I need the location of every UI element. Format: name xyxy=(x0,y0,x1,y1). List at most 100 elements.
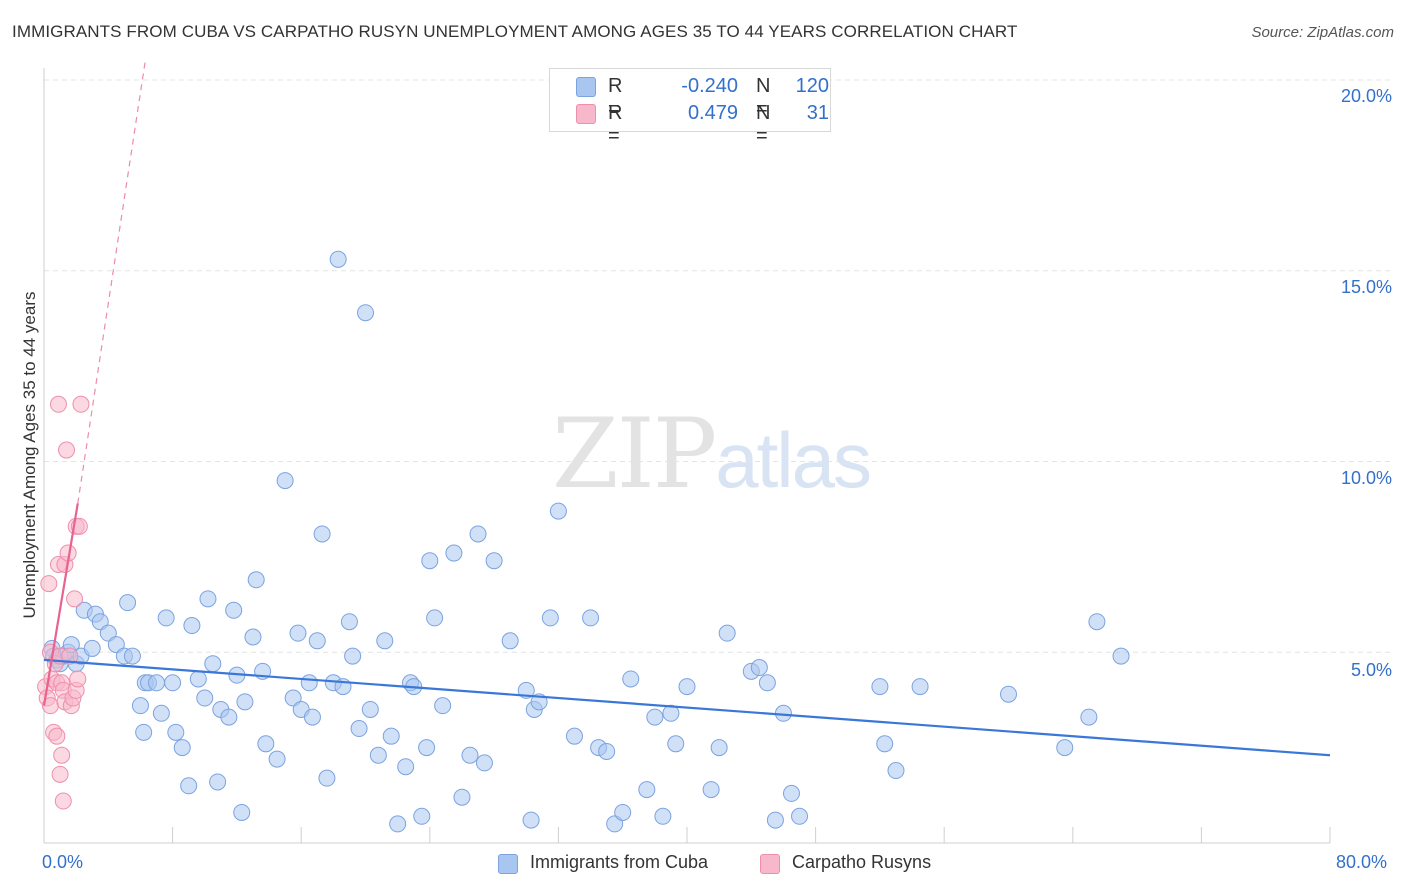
data-point-cuba xyxy=(376,632,394,650)
data-point-cuba xyxy=(397,758,415,776)
data-point-rusyn xyxy=(66,590,84,608)
data-point-rusyn xyxy=(69,670,87,688)
data-point-cuba xyxy=(1088,613,1106,631)
data-point-cuba xyxy=(718,624,736,642)
bottom-legend-label-rusyn: Carpatho Rusyns xyxy=(792,852,932,872)
data-point-cuba xyxy=(340,613,358,631)
data-point-cuba xyxy=(119,594,137,612)
data-point-cuba xyxy=(887,762,905,780)
data-point-cuba xyxy=(183,617,201,635)
data-point-cuba xyxy=(1080,708,1098,726)
data-point-cuba xyxy=(475,754,493,772)
data-point-cuba xyxy=(501,632,519,650)
legend-n-value: 31 xyxy=(806,102,829,124)
data-point-cuba xyxy=(1056,739,1074,757)
data-point-cuba xyxy=(350,720,368,738)
data-point-cuba xyxy=(565,727,583,745)
data-point-rusyn xyxy=(72,395,90,413)
data-point-cuba xyxy=(1000,685,1017,703)
data-point-rusyn xyxy=(51,765,69,783)
data-point-cuba xyxy=(300,674,318,692)
data-point-rusyn xyxy=(54,792,72,810)
data-point-cuba xyxy=(247,571,265,589)
data-point-cuba xyxy=(236,693,254,711)
trend-line-rusyn xyxy=(42,503,79,706)
watermark-atlas: atlas xyxy=(715,416,872,504)
x-tick-label-min: 0.0% xyxy=(42,852,84,872)
data-point-rusyn xyxy=(49,395,67,413)
data-point-cuba xyxy=(369,746,387,764)
data-point-cuba xyxy=(123,647,141,665)
bottom-legend-swatch-rusyn xyxy=(760,854,780,874)
data-point-cuba xyxy=(135,723,153,741)
data-point-cuba xyxy=(646,708,664,726)
source-label: Source: ZipAtlas.com xyxy=(1251,24,1394,41)
data-point-cuba xyxy=(598,742,616,760)
legend-r-value: -0.240 xyxy=(681,75,738,97)
data-point-rusyn xyxy=(58,441,76,459)
data-point-cuba xyxy=(257,735,275,753)
data-point-cuba xyxy=(791,807,809,825)
data-point-cuba xyxy=(233,803,251,821)
data-point-cuba xyxy=(750,659,768,677)
data-point-cuba xyxy=(614,803,632,821)
data-point-cuba xyxy=(148,674,166,692)
data-point-cuba xyxy=(421,552,439,570)
chart-title: IMMIGRANTS FROM CUBA VS CARPATHO RUSYN U… xyxy=(12,22,1018,41)
data-point-cuba xyxy=(654,807,672,825)
data-point-cuba xyxy=(152,704,170,722)
bottom-legend-swatch-cuba xyxy=(498,854,518,874)
legend-n-value: 120 xyxy=(795,75,829,97)
data-point-cuba xyxy=(782,784,800,802)
data-point-cuba xyxy=(268,750,286,768)
data-point-cuba xyxy=(667,735,685,753)
y-tick-label-5: 5.0% xyxy=(1350,660,1392,680)
data-point-cuba xyxy=(418,739,436,757)
data-point-cuba xyxy=(461,746,479,764)
data-point-cuba xyxy=(313,525,331,543)
data-point-cuba xyxy=(276,472,294,490)
bottom-legend-label-cuba: Immigrants from Cuba xyxy=(530,852,709,872)
data-point-cuba xyxy=(485,552,503,570)
trend-line-cuba xyxy=(43,658,1331,757)
data-point-rusyn xyxy=(40,575,58,593)
data-point-cuba xyxy=(445,544,463,562)
data-point-cuba xyxy=(522,811,540,829)
data-point-cuba xyxy=(83,639,101,657)
legend-swatch-rusyn xyxy=(576,104,596,124)
data-point-cuba xyxy=(413,807,431,825)
data-point-cuba xyxy=(434,697,452,715)
legend-r-label: R = xyxy=(608,102,623,147)
x-tick-label-max: 80.0% xyxy=(1336,852,1388,872)
data-point-cuba xyxy=(678,678,696,696)
data-point-cuba xyxy=(344,647,362,665)
data-point-cuba xyxy=(453,788,471,806)
data-point-cuba xyxy=(361,700,379,718)
data-point-cuba xyxy=(541,609,559,627)
legend-r-label: R = xyxy=(608,75,623,120)
data-point-cuba xyxy=(204,655,222,673)
data-point-cuba xyxy=(622,670,640,688)
data-point-cuba xyxy=(710,739,728,757)
data-point-rusyn xyxy=(61,647,79,665)
legend-n-label: N = xyxy=(756,75,771,120)
watermark: ZIPatlas xyxy=(552,398,872,510)
data-point-cuba xyxy=(582,609,600,627)
data-point-cuba xyxy=(199,590,217,608)
data-point-cuba xyxy=(389,815,407,833)
data-point-cuba xyxy=(911,678,929,696)
data-point-cuba xyxy=(167,723,185,741)
data-point-cuba xyxy=(289,624,307,642)
data-point-cuba xyxy=(209,773,227,791)
data-point-cuba xyxy=(220,708,238,726)
data-point-cuba xyxy=(638,781,656,799)
data-point-cuba xyxy=(157,609,175,627)
y-tick-label-20: 20.0% xyxy=(1340,86,1392,106)
watermark-zip: ZIP xyxy=(552,398,717,510)
data-point-cuba xyxy=(426,609,444,627)
data-point-cuba xyxy=(382,727,400,745)
data-point-rusyn xyxy=(53,746,71,764)
data-point-cuba xyxy=(702,781,720,799)
data-point-rusyn xyxy=(48,727,66,745)
